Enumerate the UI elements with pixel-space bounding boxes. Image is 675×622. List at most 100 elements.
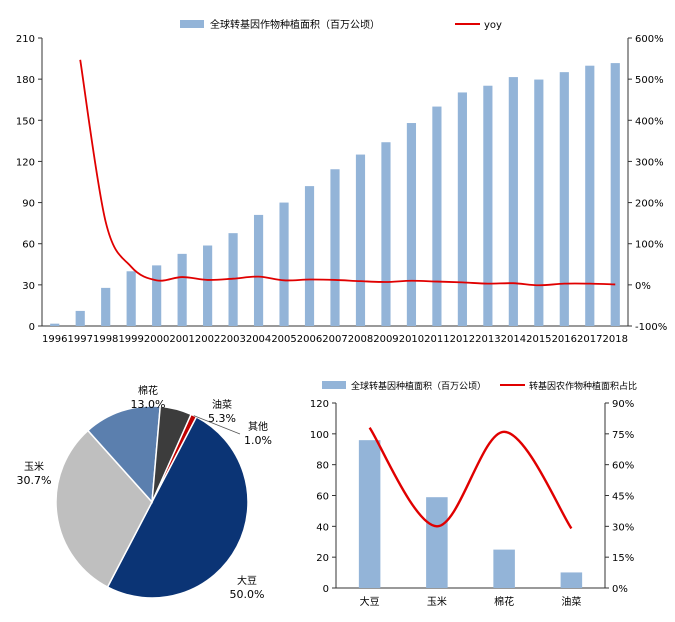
bar-area-棉花: [493, 549, 515, 588]
legend-line-label: 转基因农作物种植面积占比: [529, 380, 637, 392]
pie-value: 1.0%: [244, 434, 272, 447]
pie-leader-other: [193, 415, 241, 435]
left-tick-label: 60: [22, 240, 35, 251]
right-tick-label: 300%: [635, 157, 664, 168]
bar-area-2014: [508, 77, 518, 326]
x-tick-label: 2008: [348, 334, 373, 345]
pie-slice-油菜: [151, 405, 193, 503]
bar-area-2018: [610, 63, 620, 327]
x-tick-label: 1999: [118, 334, 143, 345]
right-tick-label: 45%: [612, 492, 634, 503]
left-tick-label: 210: [16, 34, 35, 45]
bar-area-2017: [585, 65, 595, 327]
left-tick-label: 40: [316, 522, 329, 533]
right-tick-label: 90%: [612, 399, 634, 410]
left-tick-label: 90: [22, 199, 35, 210]
pie-slice-棉花: [86, 405, 162, 504]
bar-area-油菜: [560, 572, 583, 588]
left-tick-label: 60: [316, 492, 329, 503]
x-tick-label: 2014: [501, 334, 526, 345]
legend-bar-label: 全球转基因作物种植面积（百万公顷）: [210, 18, 380, 31]
legend-bar-label: 全球转基因种植面积（百万公顷）: [351, 380, 486, 392]
right-tick-label: 100%: [635, 240, 664, 251]
x-tick-label: 2005: [271, 334, 296, 345]
bar-area-2006: [304, 186, 315, 326]
x-tick-label: 2004: [246, 334, 271, 345]
bar-area-1996: [50, 323, 60, 326]
right-tick-label: 30%: [612, 522, 634, 533]
legend-line-label: yoy: [484, 20, 502, 31]
legend-bar-swatch: [180, 20, 204, 28]
x-tick-label: 2002: [195, 334, 220, 345]
bar-area-2013: [483, 85, 493, 327]
x-tick-label: 2017: [577, 334, 602, 345]
right-tick-label: 0%: [612, 584, 628, 595]
x-tick-label: 棉花: [494, 595, 514, 608]
left-tick-label: 150: [16, 116, 35, 127]
x-tick-label: 2006: [297, 334, 322, 345]
bar-area-2002: [203, 245, 213, 326]
bar-area-2010: [406, 123, 417, 327]
bar-area-2016: [559, 72, 569, 326]
x-tick-label: 2015: [526, 334, 551, 345]
bar-area-2012: [457, 92, 467, 327]
bar-area-2015: [534, 79, 544, 326]
bar-area-1999: [126, 271, 136, 326]
crop-chart-svg: 0 20 40 60 80 100 120 0% 15% 30% 45% 60% 75% 90% 大豆 玉米 棉…: [310, 380, 637, 608]
left-tick-label: 100: [310, 430, 329, 441]
bar-area-1998: [101, 287, 111, 326]
left-tick-label: 20: [316, 553, 329, 564]
right-tick-label: 15%: [612, 553, 634, 564]
pie-value: 13.0%: [131, 398, 166, 411]
x-tick-label: 2011: [424, 334, 449, 345]
x-tick-label: 1996: [42, 334, 67, 345]
left-tick-label: 80: [316, 461, 329, 472]
left-tick-label: 120: [310, 399, 329, 410]
right-tick-label: 60%: [612, 461, 634, 472]
bar-area-玉米: [426, 497, 448, 588]
x-tick-label: 2009: [373, 334, 398, 345]
pie-slice-大豆: [106, 415, 249, 599]
pie-label: 大豆: [237, 574, 257, 587]
pie-label: 其他: [248, 420, 268, 433]
bar-area-2009: [381, 142, 391, 326]
top-chart: 0 30 60 90 120 150 180 210 -100% 0% 100% 200% 300% 40…: [16, 18, 667, 345]
pie-slice-玉米: [55, 429, 153, 589]
pie-value: 5.3%: [208, 412, 236, 425]
share-line: [368, 426, 573, 530]
bar-area-2000: [152, 265, 162, 326]
bar-area-2004: [253, 214, 264, 326]
x-tick-label: 2000: [144, 334, 169, 345]
right-tick-label: 75%: [612, 430, 634, 441]
legend-bar-swatch: [322, 381, 346, 389]
right-tick-label: -100%: [635, 322, 667, 333]
left-tick-label: 120: [16, 157, 35, 168]
x-tick-label: 2007: [322, 334, 347, 345]
right-tick-label: 500%: [635, 75, 664, 86]
crop-chart: 0 20 40 60 80 100 120 0% 15% 30% 45% 60% 75% 90% 大豆 玉米 棉…: [300, 368, 675, 618]
bar-area-2008: [355, 154, 366, 326]
bar-area-1997: [75, 310, 85, 326]
bar-area-大豆: [358, 440, 381, 588]
left-tick-label: 0: [323, 584, 329, 595]
yoy-line: [79, 59, 616, 287]
x-tick-label: 2016: [552, 334, 577, 345]
x-tick-label: 2003: [220, 334, 245, 345]
x-tick-label: 2010: [399, 334, 424, 345]
right-tick-label: 400%: [635, 116, 664, 127]
x-tick-label: 1998: [93, 334, 118, 345]
bar-area-2007: [330, 169, 340, 326]
left-tick-label: 180: [16, 75, 35, 86]
right-tick-label: 0%: [635, 281, 651, 292]
x-tick-label: 玉米: [427, 595, 447, 608]
right-tick-label: 200%: [635, 199, 664, 210]
x-tick-label: 1997: [67, 334, 92, 345]
right-tick-label: 600%: [635, 34, 664, 45]
x-tick-label: 油菜: [561, 595, 581, 608]
x-tick-label: 大豆: [360, 595, 380, 608]
pie-chart: 大豆 50.0% 玉米 30.7% 棉花 13.0% 油菜 5.3% 其他 1.0%: [0, 378, 300, 618]
pie-value: 30.7%: [17, 474, 52, 487]
left-tick-label: 30: [22, 281, 35, 292]
left-tick-label: 0: [29, 322, 35, 333]
